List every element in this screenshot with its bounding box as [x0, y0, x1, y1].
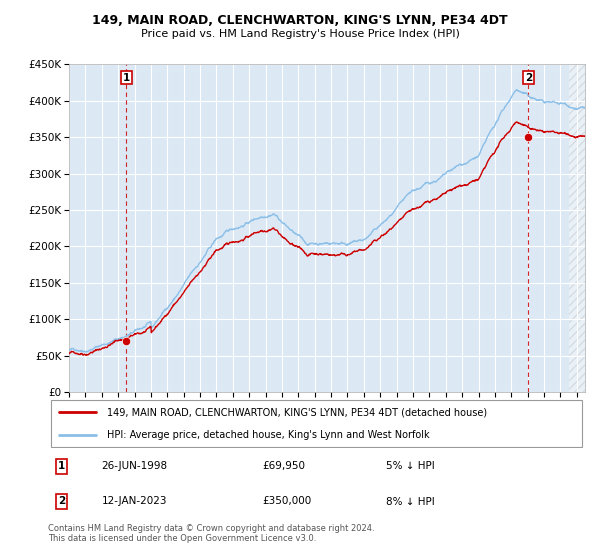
Text: £69,950: £69,950: [263, 461, 306, 472]
Text: 2: 2: [524, 72, 532, 82]
Text: 12-JAN-2023: 12-JAN-2023: [102, 497, 167, 506]
Text: £350,000: £350,000: [263, 497, 312, 506]
Text: 5% ↓ HPI: 5% ↓ HPI: [386, 461, 435, 472]
Text: 1: 1: [58, 461, 65, 472]
Text: 8% ↓ HPI: 8% ↓ HPI: [386, 497, 435, 506]
FancyBboxPatch shape: [50, 400, 583, 447]
Text: 26-JUN-1998: 26-JUN-1998: [102, 461, 168, 472]
Text: 149, MAIN ROAD, CLENCHWARTON, KING'S LYNN, PE34 4DT (detached house): 149, MAIN ROAD, CLENCHWARTON, KING'S LYN…: [107, 407, 487, 417]
Text: Price paid vs. HM Land Registry's House Price Index (HPI): Price paid vs. HM Land Registry's House …: [140, 29, 460, 39]
Text: 1: 1: [122, 72, 130, 82]
Text: Contains HM Land Registry data © Crown copyright and database right 2024.
This d: Contains HM Land Registry data © Crown c…: [48, 524, 374, 543]
Text: 2: 2: [58, 497, 65, 506]
Text: HPI: Average price, detached house, King's Lynn and West Norfolk: HPI: Average price, detached house, King…: [107, 430, 430, 440]
Text: 149, MAIN ROAD, CLENCHWARTON, KING'S LYNN, PE34 4DT: 149, MAIN ROAD, CLENCHWARTON, KING'S LYN…: [92, 14, 508, 27]
